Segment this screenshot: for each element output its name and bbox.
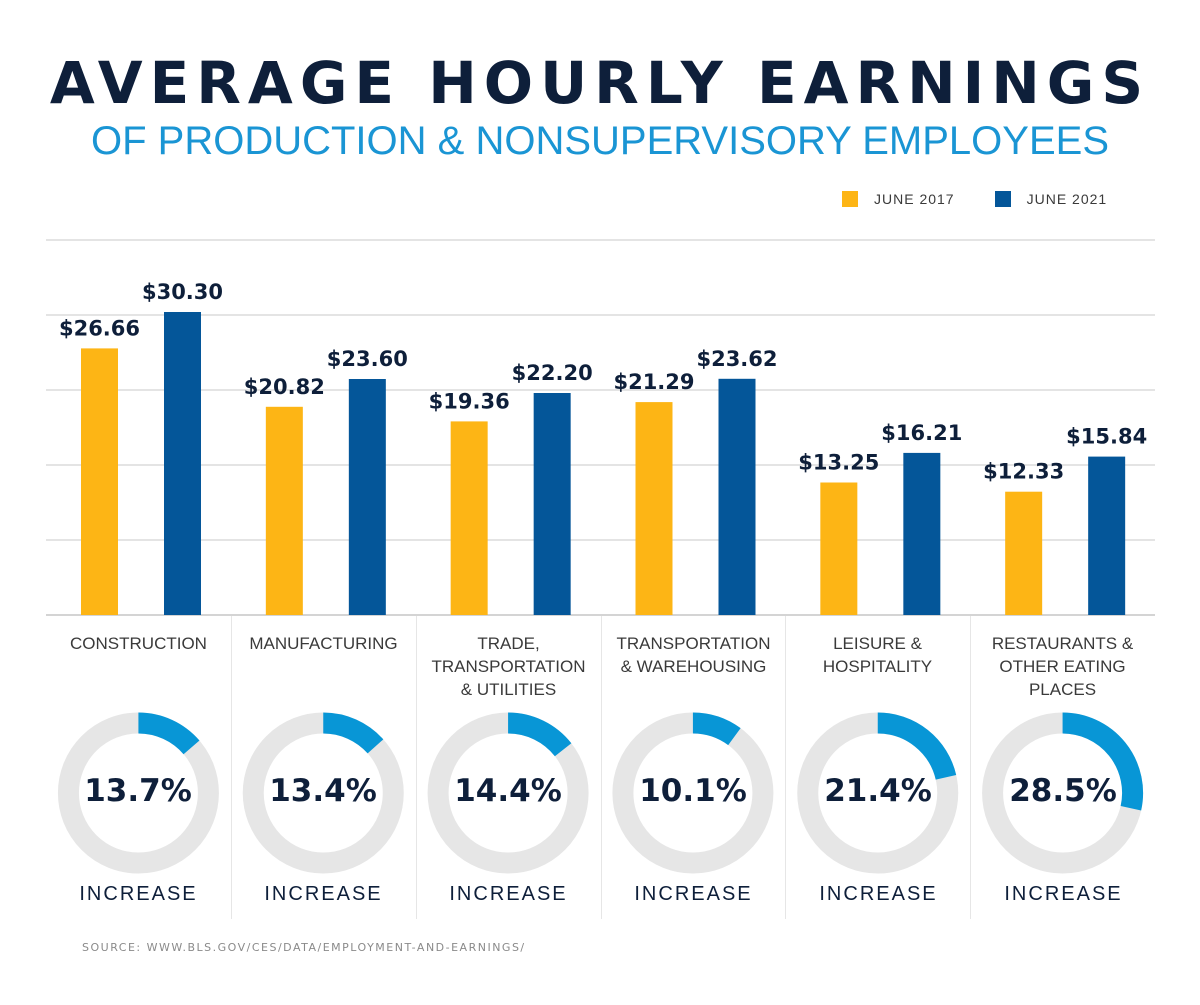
category-label-line: CONSTRUCTION (70, 634, 207, 653)
category-label-line: LEISURE & (833, 634, 922, 653)
category-label-line: RESTAURANTS & (991, 634, 1134, 653)
category-label-line: & WAREHOUSING (620, 657, 767, 676)
donut-fill (1062, 712, 1144, 811)
column-divider (785, 616, 786, 919)
legend-swatch-2021 (994, 191, 1011, 207)
bar-value-label: $30.30 (142, 280, 223, 304)
category-label-line: TRADE, (477, 634, 540, 653)
legend-item-2021: JUNE 2021 (994, 191, 1108, 207)
bar-value-label: $20.82 (244, 375, 325, 399)
increase-caption: INCREASE (1004, 883, 1123, 905)
bar-value-label: $16.21 (881, 421, 962, 445)
donut-fill (137, 712, 200, 755)
increase-caption: INCREASE (264, 883, 383, 905)
category-label: RESTAURANTS & OTHER EATING PLACES (970, 632, 1155, 701)
legend-label-2021: JUNE 2021 (1026, 191, 1108, 207)
category-label: TRANSPORTATION & WAREHOUSING (601, 632, 786, 678)
category-label-line: TRANSPORTATION (616, 634, 771, 653)
column-divider (416, 616, 417, 919)
category-label-line: OTHER EATING (999, 657, 1126, 676)
legend-item-2017: JUNE 2017 (842, 191, 955, 207)
legend: JUNE 2017 JUNE 2021 (842, 191, 1147, 207)
increase-percent: 13.7% (84, 773, 192, 809)
bar-2017 (265, 406, 303, 615)
category-label-line: TRANSPORTATION (431, 657, 586, 676)
category-label-line: MANUFACTURING (249, 634, 398, 653)
source-note: SOURCE: WWW.BLS.GOV/CES/DATA/EMPLOYMENT-… (82, 941, 526, 954)
bar-2021 (718, 378, 756, 615)
bar-2017 (81, 348, 118, 615)
bar-value-label: $19.36 (429, 389, 510, 413)
increase-percent: 21.4% (824, 773, 932, 809)
increase-percent: 28.5% (1009, 773, 1117, 809)
category-label: TRADE, TRANSPORTATION & UTILITIES (416, 632, 601, 701)
donut-fill (692, 712, 741, 746)
category-label: CONSTRUCTION (46, 632, 231, 655)
bar-2021 (1088, 456, 1126, 615)
category-label-line: PLACES (1028, 680, 1097, 699)
increase-caption: INCREASE (449, 883, 568, 905)
bar-value-label: $23.62 (696, 347, 777, 371)
bar-value-label: $21.29 (613, 370, 694, 394)
legend-label-2017: JUNE 2017 (874, 191, 955, 207)
bar-2017 (1005, 491, 1043, 615)
increase-percent: 13.4% (269, 773, 377, 809)
bar-2021 (348, 379, 386, 615)
donut-fill (322, 712, 384, 754)
category-label-line: & UTILITIES (460, 680, 557, 699)
donut-fill (877, 712, 957, 781)
bar-value-label: $23.60 (327, 347, 408, 371)
legend-swatch-2017 (842, 191, 858, 207)
column-divider (231, 616, 232, 919)
donut-fill (507, 712, 572, 757)
bar-2017 (635, 402, 673, 615)
increase-caption: INCREASE (819, 883, 938, 905)
chart-subtitle: OF PRODUCTION & NONSUPERVISORY EMPLOYEES (90, 119, 1109, 163)
bar-value-label: $26.66 (59, 316, 140, 340)
bar-value-label: $15.84 (1066, 425, 1147, 449)
increase-caption: INCREASE (634, 883, 753, 905)
increase-percent: 14.4% (454, 773, 562, 809)
bar-value-label: $13.25 (798, 451, 879, 475)
category-label: MANUFACTURING (231, 632, 416, 655)
bar-2021 (533, 393, 571, 615)
bar-2021 (903, 452, 941, 615)
column-divider (970, 616, 971, 919)
category-label-line: HOSPITALITY (822, 657, 933, 676)
increase-percent: 10.1% (639, 773, 747, 809)
bar-2017 (820, 482, 858, 615)
column-divider (601, 616, 602, 919)
category-label: LEISURE & HOSPITALITY (785, 632, 970, 678)
bar-value-label: $22.20 (512, 361, 593, 385)
bar-2017 (450, 421, 488, 615)
bar-value-label: $12.33 (983, 460, 1064, 484)
chart-title: AVERAGE HOURLY EARNINGS (49, 49, 1151, 117)
bar-2021 (164, 312, 201, 615)
increase-caption: INCREASE (79, 883, 198, 905)
